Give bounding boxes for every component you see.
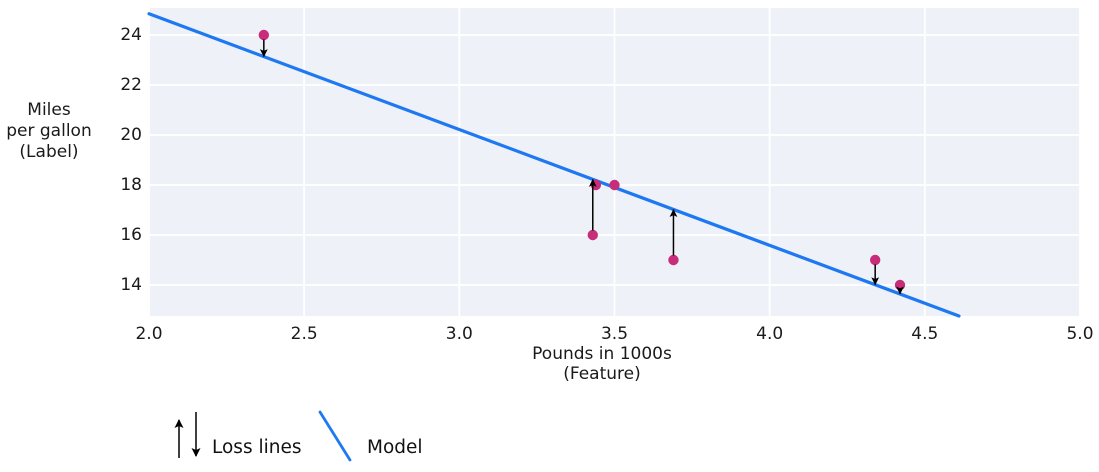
y-tick-label: 20 [120,125,142,145]
x-axis-label-line: (Feature) [563,364,641,384]
plot-area [147,8,1081,318]
x-tick-label: 4.5 [911,324,939,344]
legend-label-model: Model [367,437,423,458]
model-line-swatch [318,410,352,462]
y-axis-label-line: Miles [27,100,71,120]
x-tick-label: 2.0 [135,324,163,344]
data-point [587,229,598,241]
y-tick-label: 14 [120,275,142,295]
legend-label-loss-lines: Loss lines [212,437,302,458]
model-line [147,12,961,318]
x-tick-label: 3.5 [600,324,629,344]
x-axis-label: Pounds in 1000s (Feature) [482,344,722,384]
x-tick-label: 5.0 [1066,324,1094,344]
x-tick-label: 4.0 [756,324,784,344]
data-point [894,279,906,291]
y-axis-label: Miles per gallon (Label) [0,100,98,163]
y-tick-label: 24 [120,25,142,45]
y-tick-label: 16 [120,225,142,245]
x-tick-label: 2.5 [290,324,318,344]
x-axis-label-line: Pounds in 1000s [532,344,672,364]
data-point [668,254,679,266]
y-axis-label-line: (Label) [19,142,79,162]
y-tick-label: 22 [120,75,142,95]
y-axis-label-line: per gallon [6,121,92,141]
data-point [869,254,881,266]
data-point [258,29,270,41]
loss-lines-legend-icon [174,412,201,458]
x-tick-label: 3.0 [445,324,473,344]
plot-canvas [147,8,1081,318]
y-tick-label: 18 [120,175,142,195]
data-point [609,179,620,191]
model-legend-icon [318,410,352,462]
